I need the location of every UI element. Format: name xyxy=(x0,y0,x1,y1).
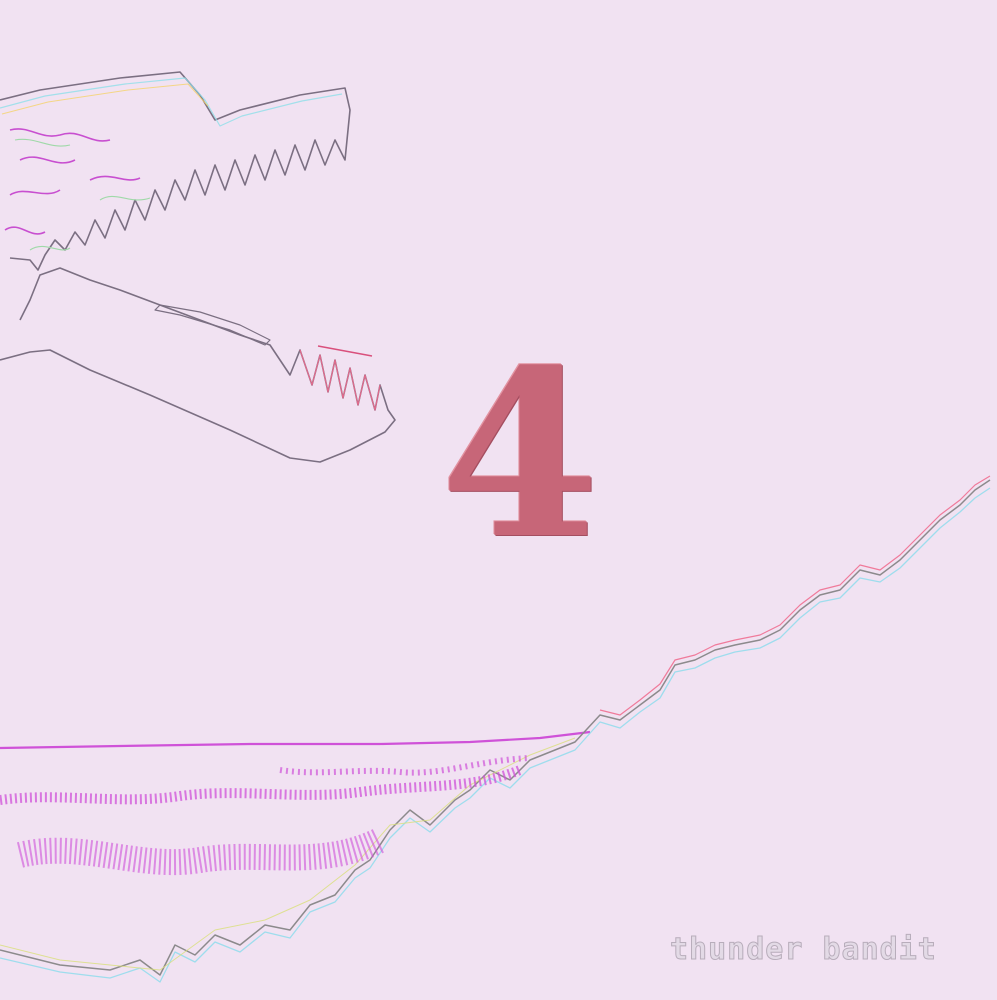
ridge-color-fringe-2 xyxy=(599,475,991,716)
skull-texture-2 xyxy=(14,138,151,251)
field-band-upper xyxy=(0,765,522,805)
skull-texture xyxy=(4,128,141,235)
artist-name: thunder bandit xyxy=(670,932,937,968)
landscape-illustration xyxy=(0,475,991,983)
ridge-outline xyxy=(0,479,991,976)
lower-jaw-tip-line xyxy=(317,345,373,357)
lower-jaw-tooth-color xyxy=(299,349,381,411)
upper-jaw-color-fringe-2 xyxy=(1,83,209,115)
lower-jaw-inner xyxy=(154,304,271,346)
field-band-middle xyxy=(279,755,531,776)
field-band-lower xyxy=(16,828,386,876)
ridge-color-fringe xyxy=(0,487,991,983)
album-number: 4 xyxy=(440,320,601,590)
horizon-line xyxy=(0,730,591,750)
upper-jaw-outline xyxy=(0,71,351,271)
upper-jaw-color-fringe xyxy=(0,77,343,127)
skull-illustration xyxy=(0,71,396,463)
